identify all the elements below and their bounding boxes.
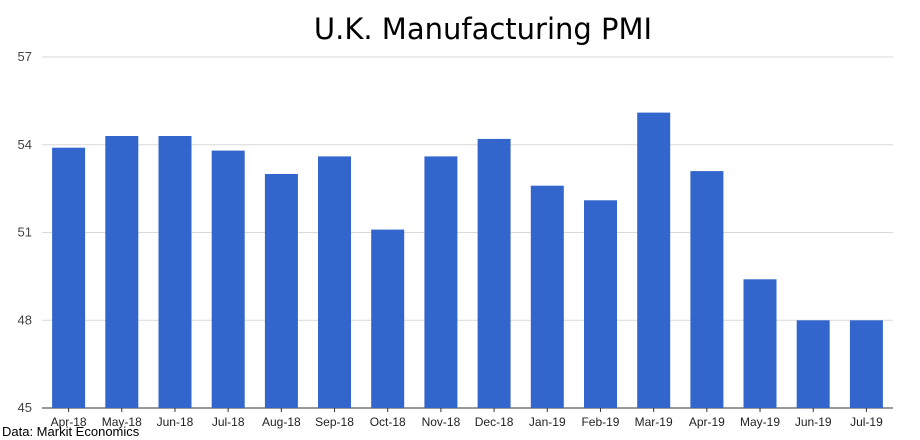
x-tick-label: Apr-19 (689, 415, 725, 429)
y-tick-label: 57 (18, 49, 32, 64)
y-axis-ticks: 45 48 51 54 57 (18, 49, 32, 415)
x-tick-label: Jan-19 (529, 415, 566, 429)
y-tick-label: 48 (18, 312, 32, 327)
bar-jul-19 (849, 320, 883, 409)
chart-title: U.K. Manufacturing PMI (313, 12, 653, 46)
bar-mar-19 (637, 112, 671, 408)
bar-may-18 (105, 136, 139, 408)
bar-dec-18 (477, 138, 511, 408)
bar-apr-18 (52, 147, 86, 408)
y-tick-label: 51 (18, 225, 32, 240)
x-tick-label: Sep-18 (315, 415, 354, 429)
x-tick-label: Mar-19 (635, 415, 673, 429)
y-tick-label: 54 (18, 137, 32, 152)
x-tick-label: Jun-19 (795, 415, 832, 429)
bar-jan-19 (530, 185, 564, 408)
x-tick-label: Jul-19 (850, 415, 883, 429)
x-tick-label: Jun-18 (157, 415, 194, 429)
x-tick-label: Nov-18 (422, 415, 461, 429)
bar-aug-18 (264, 174, 298, 408)
bar-may-19 (743, 279, 777, 408)
bar-jun-19 (796, 320, 830, 409)
bar-oct-18 (371, 229, 405, 408)
x-tick-label: Oct-18 (370, 415, 406, 429)
x-tick-label: Jul-18 (212, 415, 245, 429)
x-tick-label: Feb-19 (581, 415, 619, 429)
bar-nov-18 (424, 156, 458, 408)
x-tick-label: Apr-18 (51, 415, 87, 429)
x-tick-label: May-18 (102, 415, 142, 429)
bar-sep-18 (318, 156, 351, 408)
bar-jun-18 (158, 136, 192, 408)
bar-jul-18 (211, 150, 245, 408)
x-tick-label: Aug-18 (262, 415, 301, 429)
bars (52, 112, 883, 409)
bar-feb-19 (584, 200, 617, 408)
x-tick-label: May-19 (740, 415, 780, 429)
x-axis-ticks: Apr-18 May-18 Jun-18 Jul-18 Aug-18 Sep-18 Oct-… (51, 408, 883, 429)
bar-apr-19 (690, 171, 724, 408)
y-tick-label: 45 (18, 400, 32, 415)
data-source-note: Data: Markit Economics (2, 424, 140, 439)
x-tick-label: Dec-18 (475, 415, 514, 429)
